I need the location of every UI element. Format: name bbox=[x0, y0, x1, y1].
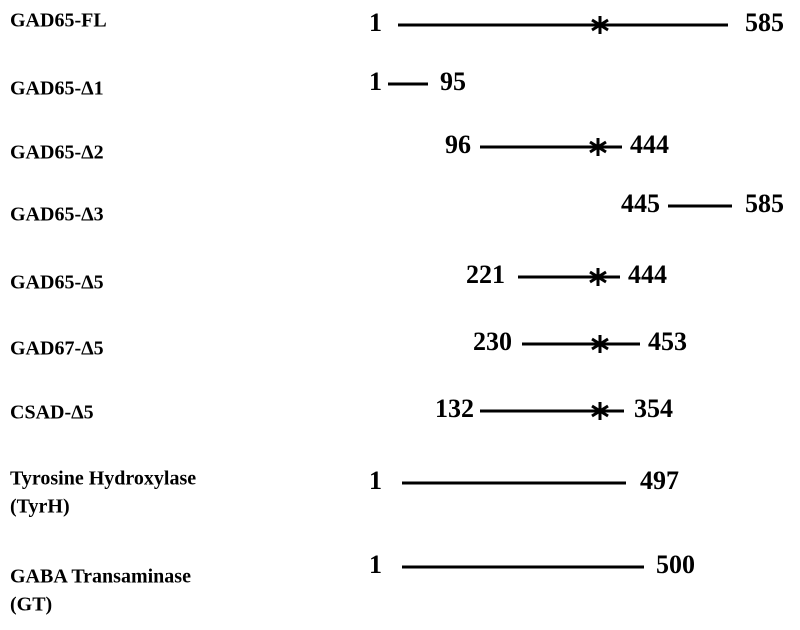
construct-label: (GT) bbox=[10, 594, 52, 616]
construct-row: GABA Transaminase (GT) 1 500 bbox=[10, 550, 695, 616]
active-site-marker bbox=[589, 138, 607, 156]
start-residue: 1 bbox=[369, 8, 382, 37]
construct-row: GAD65-FL 1 585 bbox=[10, 8, 784, 37]
construct-label: (TyrH) bbox=[10, 496, 70, 518]
star-stroke bbox=[589, 270, 607, 284]
construct-label: GAD65-FL bbox=[10, 10, 107, 32]
active-site-marker bbox=[591, 402, 609, 420]
star-stroke bbox=[591, 404, 609, 418]
start-residue: 1 bbox=[369, 550, 382, 579]
construct-label: GAD65-Δ2 bbox=[10, 142, 104, 164]
construct-row: GAD65-Δ1 1 95 bbox=[10, 67, 466, 100]
start-residue: 1 bbox=[369, 67, 382, 96]
construct-row: GAD67-Δ5 230 453 bbox=[10, 327, 687, 360]
construct-row: Tyrosine Hydroxylase (TyrH) 1 497 bbox=[10, 466, 679, 518]
end-residue: 95 bbox=[440, 67, 466, 96]
start-residue: 1 bbox=[369, 466, 382, 495]
active-site-marker bbox=[591, 335, 609, 353]
start-residue: 221 bbox=[466, 260, 505, 289]
construct-label: GAD65-Δ5 bbox=[10, 272, 104, 294]
construct-label: GAD65-Δ3 bbox=[10, 204, 104, 226]
end-residue: 453 bbox=[648, 327, 687, 356]
construct-label: GAD67-Δ5 bbox=[10, 338, 104, 360]
end-residue: 497 bbox=[640, 466, 679, 495]
construct-label: Tyrosine Hydroxylase bbox=[10, 468, 196, 490]
end-residue: 500 bbox=[656, 550, 695, 579]
star-stroke bbox=[591, 18, 609, 32]
construct-label: GABA Transaminase bbox=[10, 566, 191, 588]
star-stroke bbox=[591, 337, 609, 351]
start-residue: 96 bbox=[445, 130, 471, 159]
star-stroke bbox=[589, 140, 607, 154]
construct-label: CSAD-Δ5 bbox=[10, 402, 94, 424]
active-site-marker bbox=[591, 16, 609, 34]
end-residue: 444 bbox=[628, 260, 667, 289]
construct-row: GAD65-Δ5 221 444 bbox=[10, 260, 667, 294]
construct-row: CSAD-Δ5 132 354 bbox=[10, 394, 673, 424]
end-residue: 585 bbox=[745, 189, 784, 218]
start-residue: 132 bbox=[435, 394, 474, 423]
end-residue: 585 bbox=[745, 8, 784, 37]
construct-label: GAD65-Δ1 bbox=[10, 78, 104, 100]
end-residue: 444 bbox=[630, 130, 669, 159]
end-residue: 354 bbox=[634, 394, 673, 423]
active-site-marker bbox=[589, 268, 607, 286]
construct-row: GAD65-Δ3 445 585 bbox=[10, 189, 784, 226]
start-residue: 445 bbox=[621, 189, 660, 218]
start-residue: 230 bbox=[473, 327, 512, 356]
construct-row: GAD65-Δ2 96 444 bbox=[10, 130, 669, 164]
